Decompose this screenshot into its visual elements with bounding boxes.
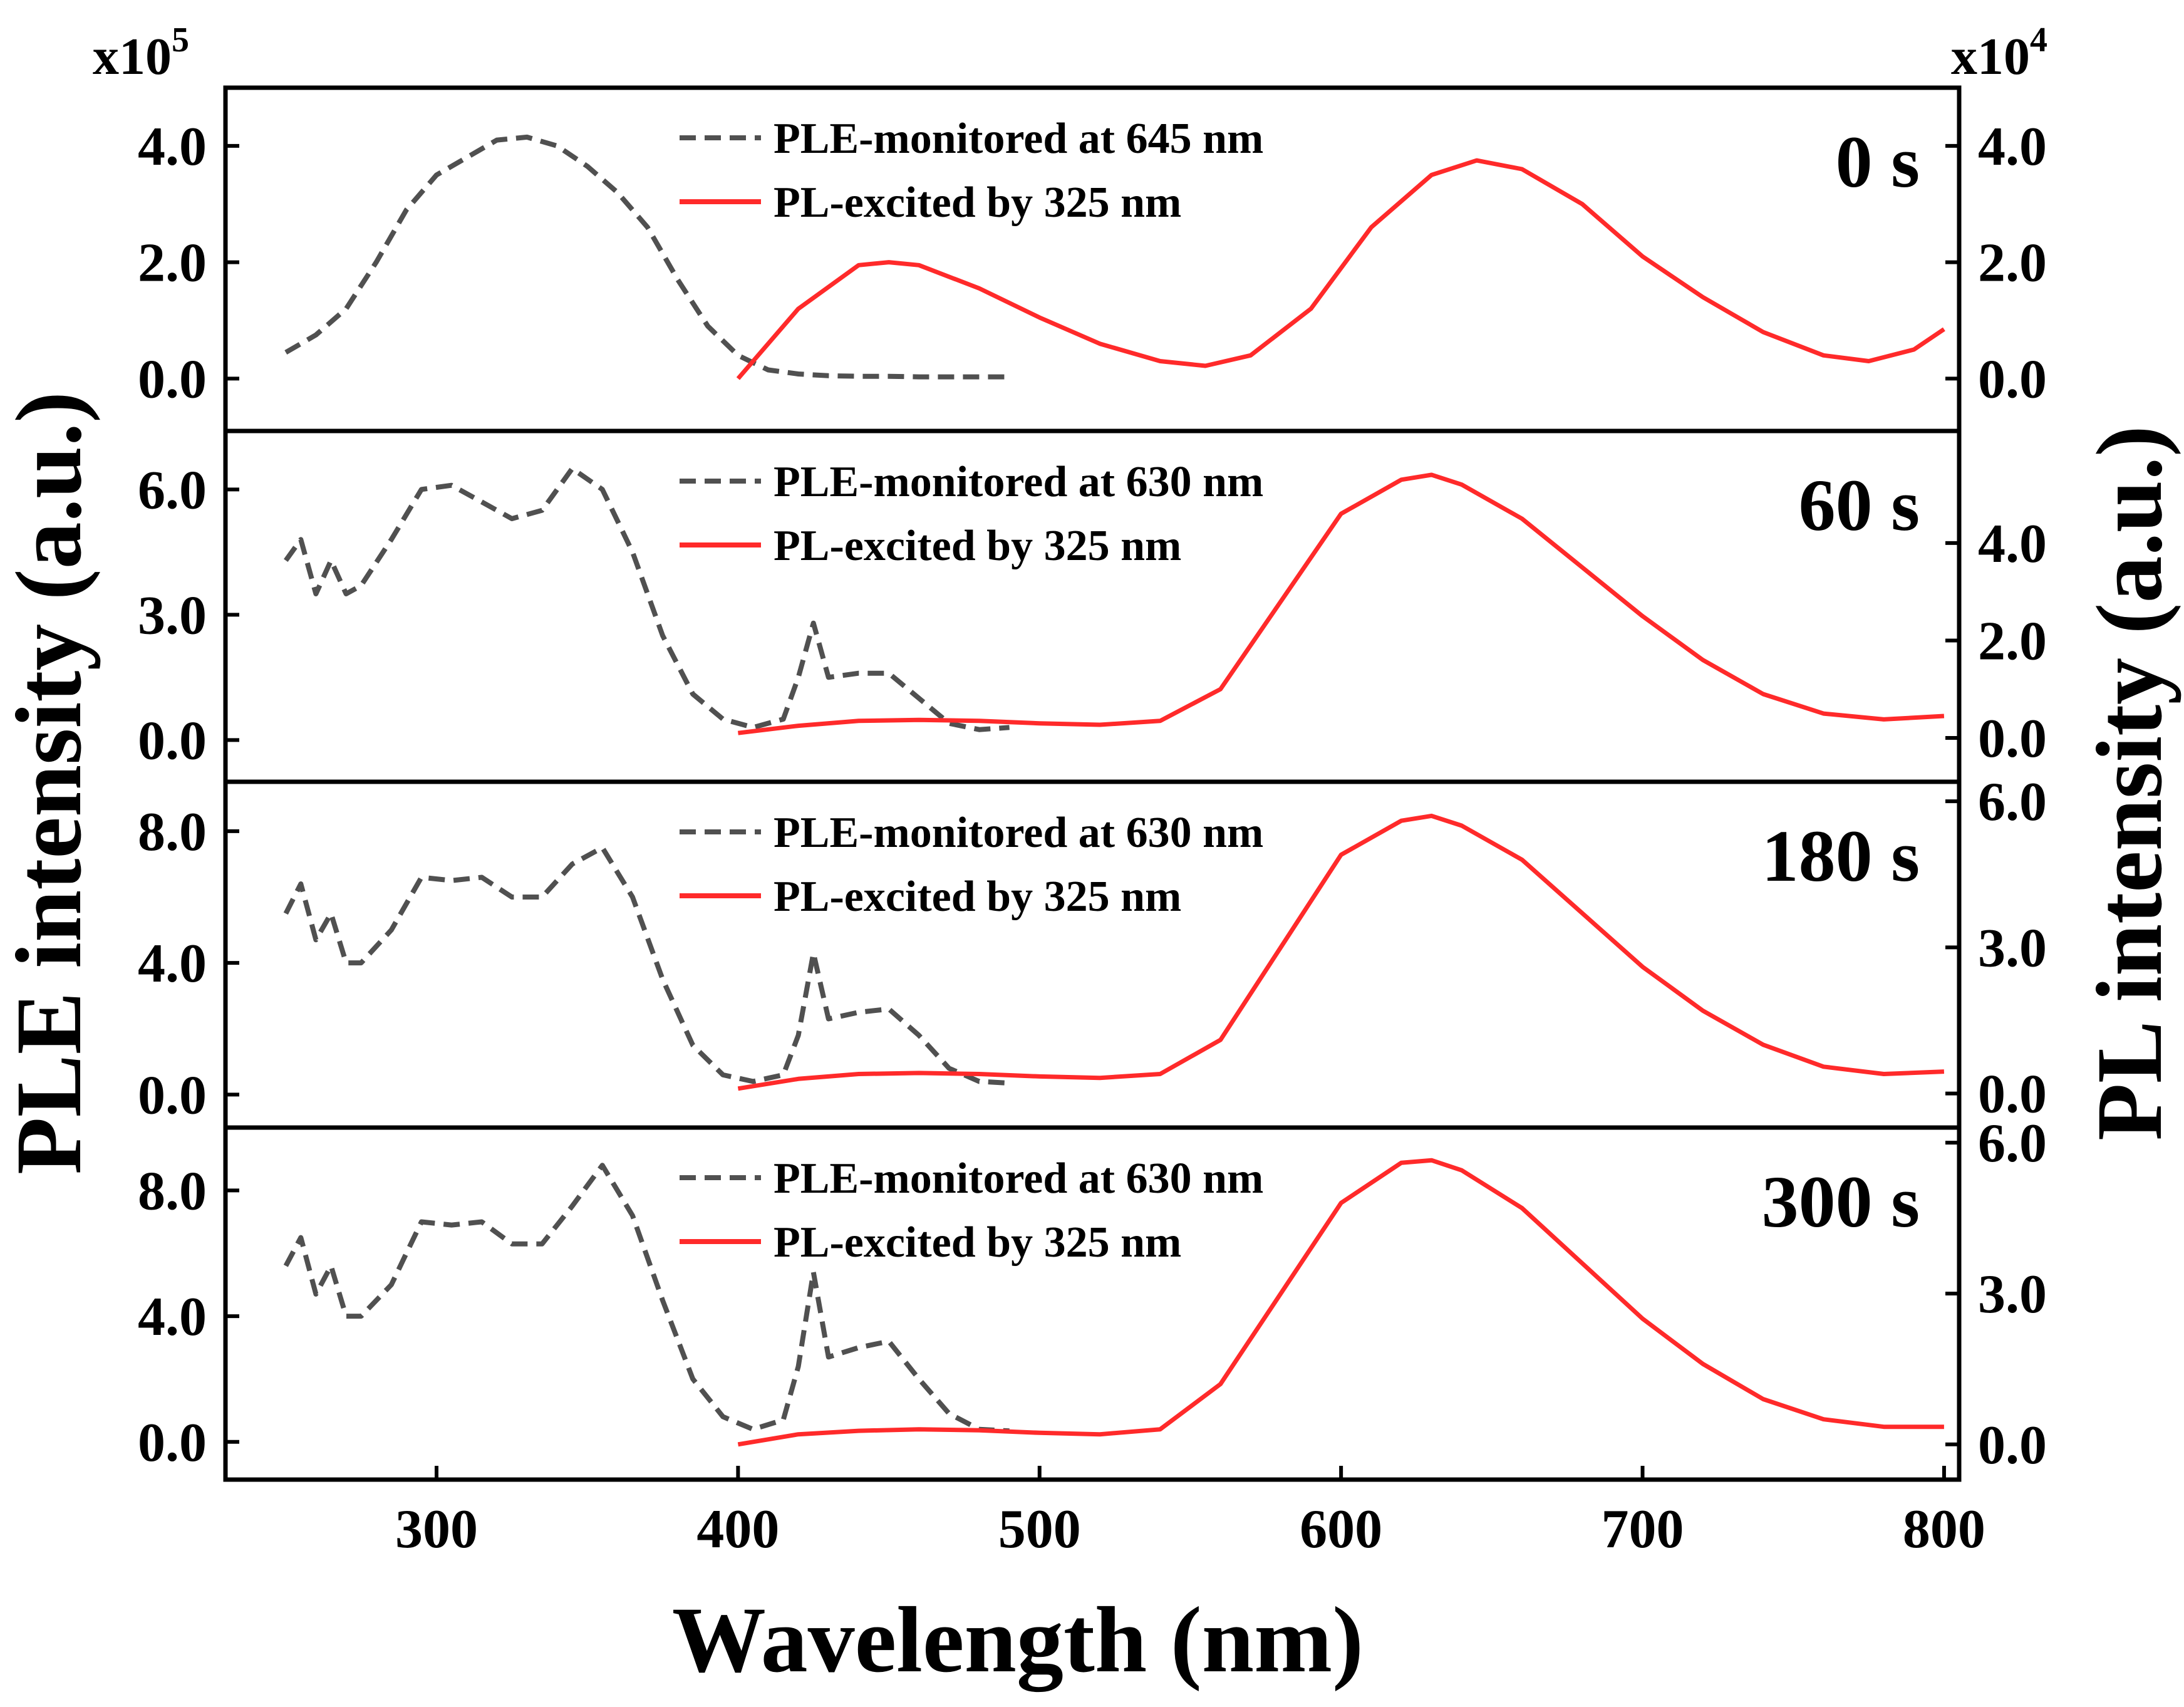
right-multiplier: x104 — [1951, 21, 2047, 86]
ple-series-line — [283, 1163, 1010, 1434]
x-tick-label: 400 — [696, 1499, 779, 1560]
legend-label-ple: PLE-monitored at 630 nm — [774, 458, 1263, 506]
left-tick-label: 8.0 — [138, 1161, 207, 1222]
legend-label-pl: PL-excited by 325 nm — [774, 179, 1181, 227]
left-tick-label: 0.0 — [138, 349, 207, 410]
series-layer — [283, 134, 1945, 1447]
legend-label-ple: PLE-monitored at 630 nm — [774, 1154, 1263, 1203]
panel-time-label: 0 s — [1836, 121, 1920, 203]
left-tick-label: 4.0 — [138, 1287, 207, 1347]
right-tick-label: 0.0 — [1978, 349, 2047, 410]
panel-frames — [223, 85, 1962, 1482]
panel-time-label: 300 s — [1762, 1161, 1920, 1243]
right-tick-label: 6.0 — [1978, 772, 2047, 833]
pl-series-line — [737, 1158, 1944, 1447]
legend-label-ple: PLE-monitored at 645 nm — [774, 115, 1263, 163]
right-tick-label: 3.0 — [1978, 1264, 2047, 1325]
left-tick-label: 8.0 — [138, 802, 207, 863]
left-tick-label: 4.0 — [138, 933, 207, 994]
left-tick-label: 0.0 — [138, 710, 207, 771]
right-y-axis-title: PL intensity (a.u.) — [2078, 425, 2181, 1141]
panel-time-label: 180 s — [1762, 815, 1920, 897]
tick-layer: 0.02.04.00.02.04.00.03.06.00.02.04.00.04… — [138, 117, 2047, 1560]
x-tick-label: 600 — [1300, 1499, 1382, 1560]
right-tick-label: 2.0 — [1978, 233, 2047, 294]
x-tick-label: 700 — [1602, 1499, 1684, 1560]
panel-time-label: 60 s — [1799, 464, 1920, 546]
right-tick-label: 4.0 — [1978, 117, 2047, 177]
left-tick-label: 3.0 — [138, 585, 207, 646]
right-tick-label: 0.0 — [1978, 1064, 2047, 1125]
right-tick-label: 2.0 — [1978, 611, 2047, 672]
left-tick-label: 0.0 — [138, 1413, 207, 1473]
pl-series-line — [737, 472, 1945, 735]
legend-label-pl: PL-excited by 325 nm — [774, 873, 1181, 921]
pl-series-line — [737, 813, 1945, 1091]
x-tick-label: 800 — [1903, 1499, 1985, 1560]
left-multiplier: x105 — [93, 21, 189, 86]
legend-label-ple: PLE-monitored at 630 nm — [774, 809, 1263, 857]
x-tick-label: 500 — [998, 1499, 1081, 1560]
legend-label-pl: PL-excited by 325 nm — [774, 522, 1181, 570]
left-tick-label: 4.0 — [138, 117, 207, 177]
right-tick-label: 3.0 — [1978, 918, 2047, 978]
left-tick-label: 6.0 — [138, 460, 207, 521]
right-tick-label: 0.0 — [1978, 1415, 2047, 1476]
right-tick-label: 0.0 — [1978, 708, 2047, 769]
ple-series-line — [284, 134, 1010, 380]
left-tick-label: 0.0 — [138, 1065, 207, 1126]
ple-series-line — [284, 466, 1010, 732]
x-axis-title: Wavelength (nm) — [672, 1588, 1364, 1692]
left-y-axis-title: PLE intensity (a.u.) — [0, 392, 101, 1175]
legend-layer: PLE-monitored at 645 nm PL-excited by 325… — [680, 115, 1920, 1267]
legend-label-pl: PL-excited by 325 nm — [774, 1218, 1181, 1267]
right-tick-label: 4.0 — [1978, 514, 2047, 574]
pl-series-line — [736, 158, 1945, 380]
right-tick-label: 6.0 — [1978, 1113, 2047, 1174]
ple-series-line — [283, 845, 1010, 1086]
x-tick-label: 300 — [395, 1499, 478, 1560]
left-tick-label: 2.0 — [138, 233, 207, 294]
